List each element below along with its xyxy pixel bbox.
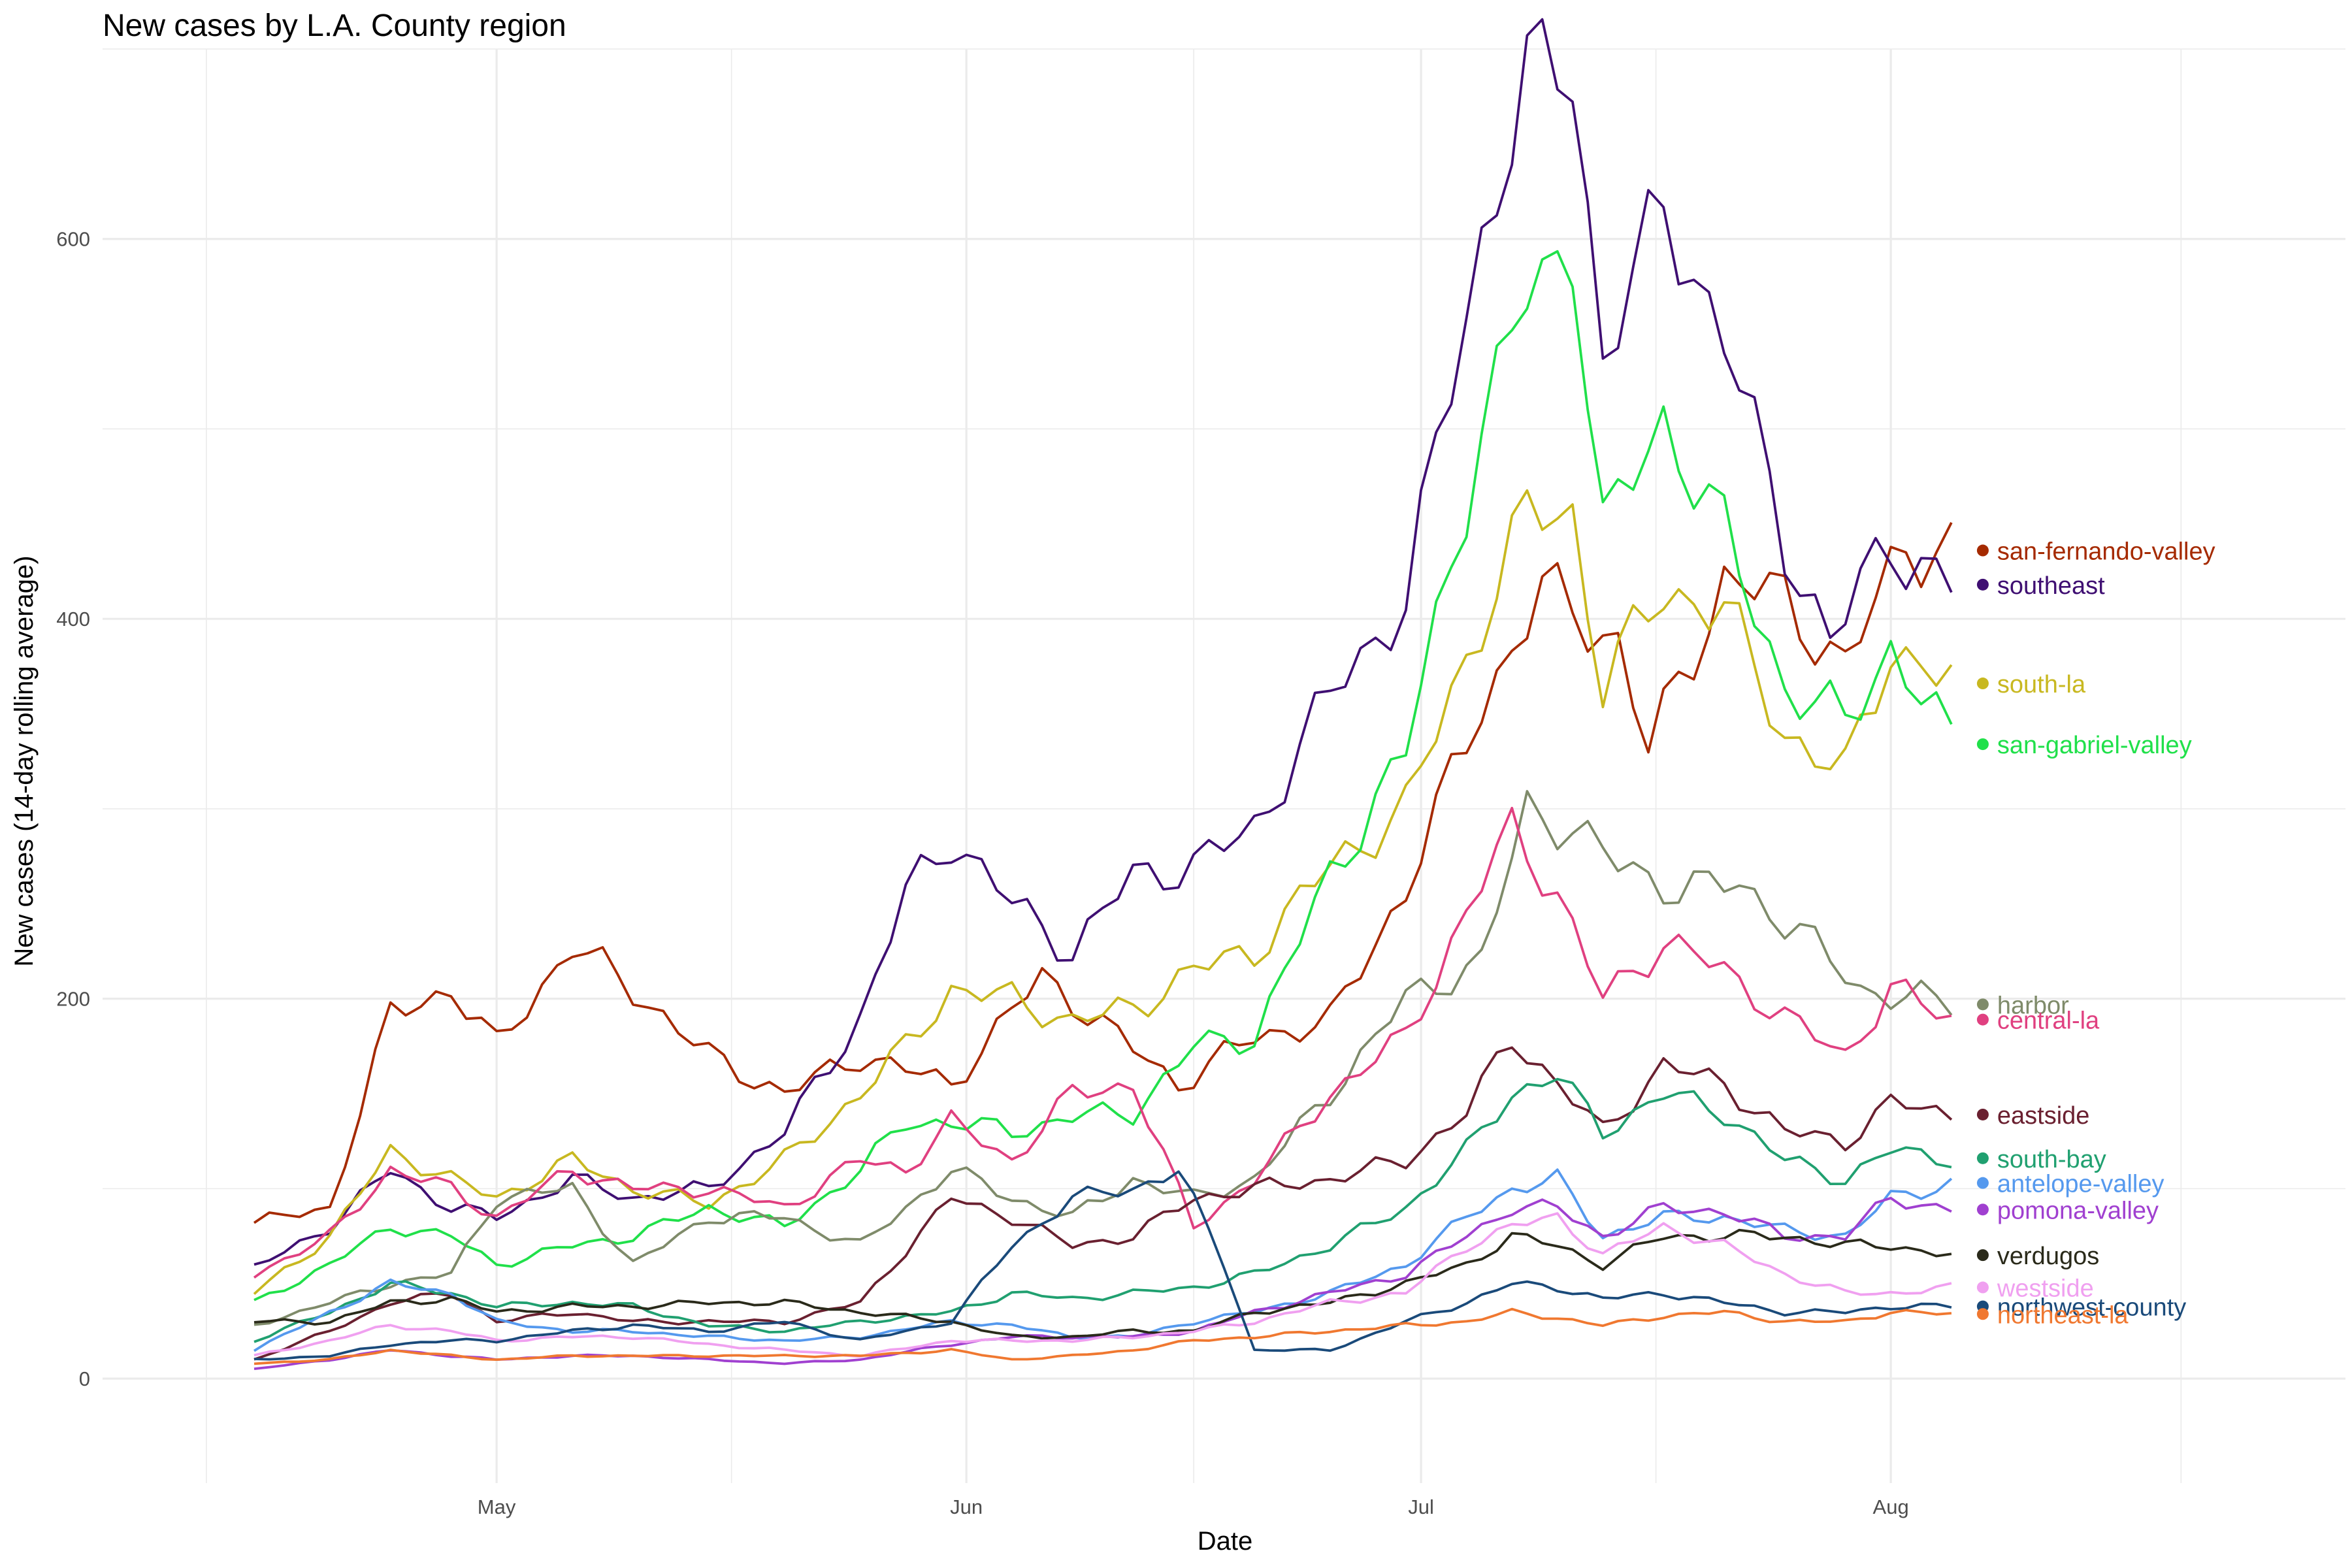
- series-label-eastside: eastside: [1997, 1102, 2090, 1130]
- series-line-pomona-valley: [253, 1196, 1952, 1370]
- series-line-southeast: [253, 18, 1953, 1266]
- series-label-south-bay: south-bay: [1997, 1146, 2106, 1173]
- series-end-point-san-fernando-valley: [1976, 544, 1989, 557]
- y-tick-label: 0: [79, 1367, 90, 1390]
- series-end-point-northeast-la: [1976, 1308, 1989, 1320]
- x-axis-ticks: May Jun Jul Aug: [478, 1495, 1909, 1518]
- series-end-point-verdugos: [1976, 1249, 1989, 1262]
- x-tick-label: May: [478, 1495, 516, 1518]
- series-label-northeast-la: northeast-la: [1997, 1301, 2129, 1329]
- series-end-point-pomona-valley: [1976, 1203, 1989, 1216]
- series-line-westside: [253, 1212, 1952, 1358]
- series-lines: [253, 18, 1953, 1370]
- series-label-antelope-valley: antelope-valley: [1997, 1171, 2164, 1198]
- series-label-south-la: south-la: [1997, 671, 2086, 698]
- y-tick-label: 600: [56, 228, 90, 251]
- series-end-point-antelope-valley: [1976, 1177, 1989, 1189]
- series-line-verdugos: [253, 1228, 1952, 1340]
- series-end-point-southeast: [1976, 578, 1989, 591]
- major-gridlines: [103, 49, 2345, 1483]
- series-label-westside: westside: [1997, 1275, 2094, 1303]
- series-label-san-gabriel-valley: san-gabriel-valley: [1997, 732, 2192, 759]
- series-label-harbor: harbor: [1997, 992, 2069, 1019]
- y-axis-ticks: 0 200 400 600: [56, 228, 90, 1390]
- x-tick-label: Aug: [1873, 1495, 1909, 1518]
- y-tick-label: 400: [56, 608, 90, 630]
- series-line-san-gabriel-valley: [253, 250, 1953, 1301]
- series-line-harbor: [253, 790, 1953, 1326]
- series-end-point-eastside: [1976, 1108, 1989, 1120]
- series-line-south-bay: [253, 1077, 1952, 1343]
- series-end-point-south-la: [1976, 678, 1989, 690]
- series-end-point-south-bay: [1976, 1152, 1989, 1164]
- series-label-central-la: central-la: [1997, 1007, 2100, 1035]
- series-end-point-westside: [1976, 1281, 1989, 1294]
- series-line-northeast-la: [253, 1307, 1952, 1365]
- chart-title: New cases by L.A. County region: [103, 8, 566, 43]
- series-label-san-fernando-valley: san-fernando-valley: [1997, 538, 2215, 566]
- series-labels: san-fernando-valley southeast south-la san-…: [1997, 538, 2215, 1330]
- series-line-central-la: [253, 806, 1952, 1279]
- series-end-point-harbor: [1976, 998, 1989, 1011]
- series-line-eastside: [253, 1046, 1953, 1361]
- series-label-northwest-county: northwest-county: [1997, 1294, 2186, 1322]
- series-line-south-la: [253, 489, 1953, 1296]
- y-axis-title: New cases (14-day rolling average): [10, 555, 39, 966]
- x-tick-label: Jul: [1408, 1495, 1434, 1518]
- series-end-point-central-la: [1976, 1013, 1989, 1026]
- y-tick-label: 200: [56, 988, 90, 1011]
- series-line-antelope-valley: [253, 1168, 1953, 1352]
- series-label-pomona-valley: pomona-valley: [1997, 1197, 2159, 1224]
- x-axis-title: Date: [1198, 1527, 1253, 1556]
- series-end-point-san-gabriel-valley: [1976, 738, 1989, 751]
- x-tick-label: Jun: [950, 1495, 983, 1518]
- series-end-points: [1976, 544, 1989, 1320]
- series-label-southeast: southeast: [1997, 572, 2105, 600]
- series-label-verdugos: verdugos: [1997, 1243, 2099, 1270]
- series-line-northwest-county: [253, 1170, 1952, 1361]
- minor-gridlines: [103, 48, 2345, 1483]
